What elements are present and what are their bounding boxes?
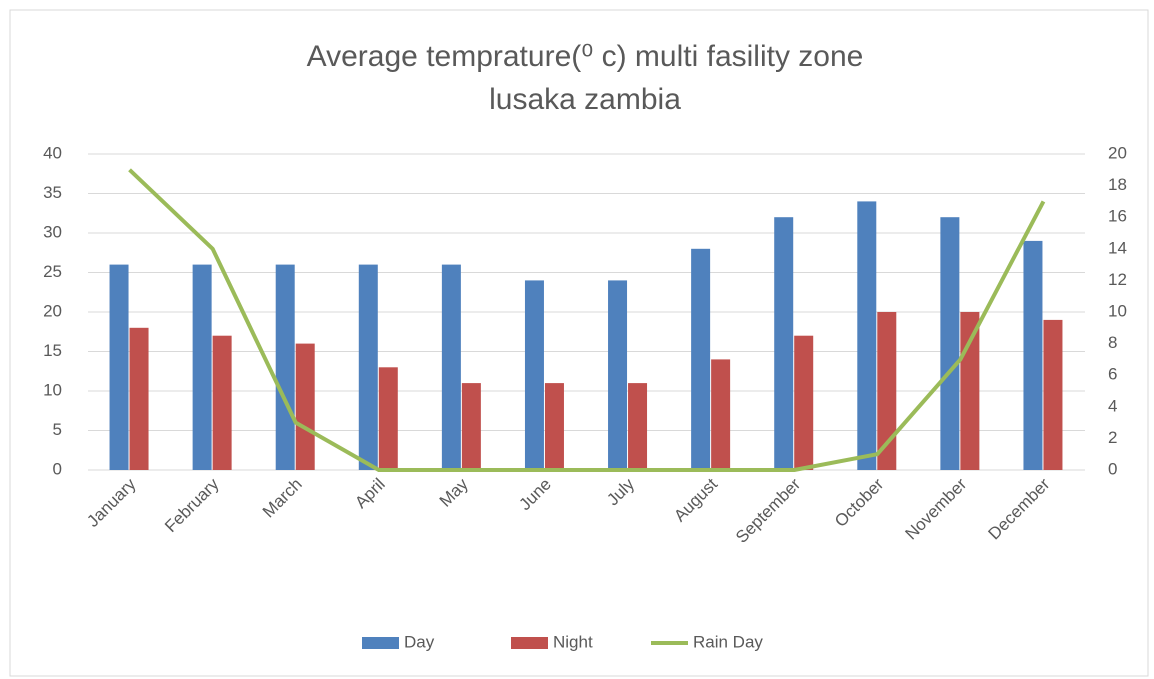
y-tick-label: 40 [43, 143, 62, 162]
y2-tick-label: 4 [1108, 396, 1117, 415]
bar [774, 217, 794, 470]
bar [1043, 319, 1063, 470]
y2-tick-label: 20 [1108, 143, 1127, 162]
y-tick-label: 0 [53, 459, 62, 478]
bar [794, 335, 814, 470]
bar [940, 217, 960, 470]
y-tick-label: 10 [43, 380, 62, 399]
bar [1023, 240, 1043, 470]
y-tick-label: 35 [43, 183, 62, 202]
bar [877, 312, 897, 470]
bar [441, 264, 461, 470]
legend-label: Night [553, 632, 593, 651]
y-tick-label: 25 [43, 262, 62, 281]
chart-title: Average temprature(⁰ c) multi fasility z… [307, 40, 864, 73]
bar [628, 383, 648, 470]
legend-label: Day [404, 632, 435, 651]
y2-tick-label: 2 [1108, 428, 1117, 447]
y2-tick-label: 16 [1108, 207, 1127, 226]
bar [295, 343, 315, 470]
bar [358, 264, 378, 470]
y2-tick-label: 18 [1108, 175, 1127, 194]
legend-swatch [511, 637, 548, 649]
bar [129, 327, 149, 470]
chart-title: lusaka zambia [489, 83, 681, 116]
y-tick-label: 15 [43, 341, 62, 360]
y2-tick-label: 10 [1108, 301, 1127, 320]
legend-swatch [362, 637, 399, 649]
bar [857, 201, 877, 470]
bar [711, 359, 731, 470]
legend-label: Rain Day [693, 632, 763, 651]
y-tick-label: 5 [53, 420, 62, 439]
bar [461, 383, 481, 470]
y2-tick-label: 0 [1108, 459, 1117, 478]
bar [608, 280, 628, 470]
y-tick-label: 30 [43, 222, 62, 241]
y-tick-label: 20 [43, 301, 62, 320]
bar [960, 312, 980, 470]
bar [544, 383, 564, 470]
bar [275, 264, 295, 470]
y2-tick-label: 12 [1108, 270, 1127, 289]
bar [691, 248, 711, 470]
bar [192, 264, 212, 470]
bar [524, 280, 544, 470]
bar [109, 264, 129, 470]
line [128, 168, 1046, 472]
y2-tick-label: 14 [1108, 238, 1127, 257]
y2-tick-label: 6 [1108, 365, 1117, 384]
bar [212, 335, 232, 470]
bar [378, 367, 398, 470]
y2-tick-label: 8 [1108, 333, 1117, 352]
